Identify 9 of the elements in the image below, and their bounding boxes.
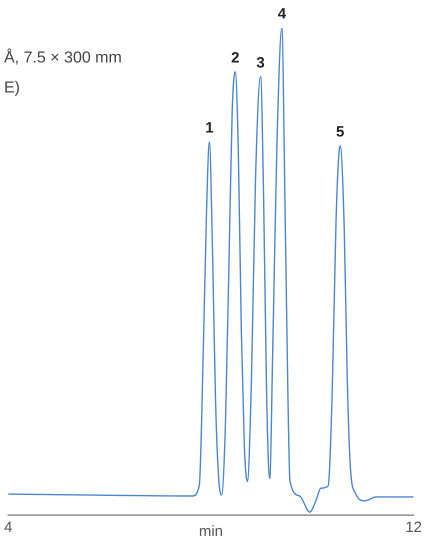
x-tick-label: 12 [405,519,422,536]
annotation: 1 [205,120,214,137]
annotation: E) [4,79,20,96]
annotation: 2 [231,49,240,66]
annotation: 5 [336,123,344,140]
annotation: 3 [256,54,265,72]
x-axis-title: min [198,523,223,540]
annotation: Å, 7.5 × 300 mm [4,48,122,66]
annotation: 4 [278,6,287,23]
